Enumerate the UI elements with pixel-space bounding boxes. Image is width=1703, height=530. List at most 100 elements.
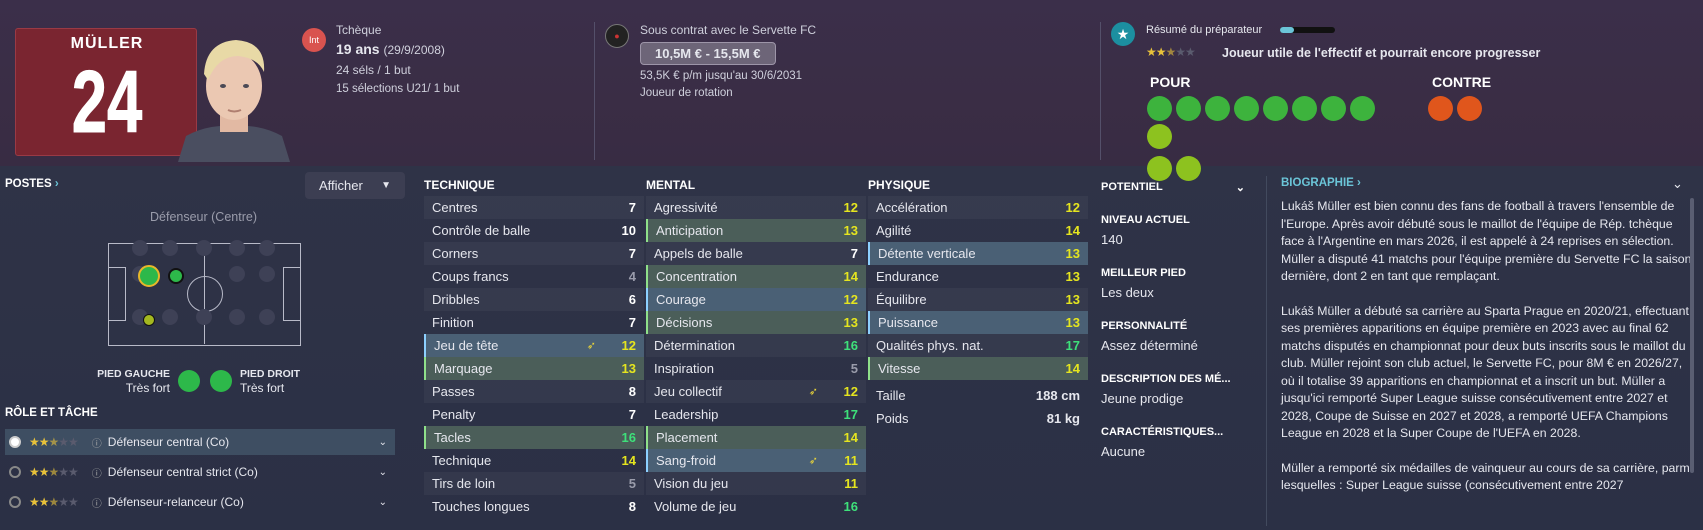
show-dropdown[interactable]: Afficher ▼ [305,172,405,199]
mental-attr-row[interactable]: Placement 14 [646,426,866,449]
attr-value: 10 [621,223,636,238]
attr-value: 13 [1065,246,1080,261]
physique-attr-row[interactable]: Agilité 14 [868,219,1088,242]
roles-title: RÔLE ET TÂCHE [5,407,98,419]
position-main-dot[interactable] [138,265,160,287]
chevron-down-icon[interactable]: ⌄ [1672,176,1683,191]
technique-attr-row[interactable]: Contrôle de balle 10 [424,219,644,242]
player-photo [178,40,290,162]
target-trait-icon[interactable] [1350,96,1375,121]
coach-star-icon: ★ [1111,22,1135,46]
injury-trait-icon[interactable] [1428,96,1453,121]
attr-name: Volume de jeu [654,499,737,514]
biography-text: Lukáš Müller est bien connu des fans de … [1281,199,1693,492]
physique-attr-row[interactable]: Accélération 12 [868,196,1088,219]
attr-value: 17 [843,407,858,422]
cons-title: CONTRE [1432,74,1492,90]
technique-attr-row[interactable]: Jeu de tête ➶ 12 [424,334,644,357]
coach-knowledge-bar [1280,27,1335,33]
attr-name: Puissance [878,315,938,330]
technique-attr-row[interactable]: Penalty 7 [424,403,644,426]
flask-trait-icon[interactable] [1457,96,1482,121]
mental-attr-row[interactable]: Courage 12 [646,288,866,311]
physique-attr-row[interactable]: Puissance 13 [868,311,1088,334]
info-icon: ⓘ [91,468,102,480]
mental-attr-row[interactable]: Concentration 14 [646,265,866,288]
physique-attr-row[interactable]: Vitesse 14 [868,357,1088,380]
player-header [0,0,1703,166]
attr-name: Leadership [654,407,719,422]
dna-trait-icon[interactable] [1205,96,1230,121]
technique-attr-row[interactable]: Tirs de loin 5 [424,472,644,495]
pitch-diagram [108,240,301,346]
mental-attr-row[interactable]: Appels de balle 7 [646,242,866,265]
mental-attr-row[interactable]: Leadership 17 [646,403,866,426]
feet-trait-icon[interactable] [1176,156,1201,181]
info-icon: ⓘ [91,498,102,510]
technique-attr-row[interactable]: Passes 8 [424,380,644,403]
left-foot-icon [178,370,200,392]
attr-value: 16 [843,338,858,353]
position-dot[interactable] [168,268,184,284]
technique-attr-row[interactable]: Marquage 13 [424,357,644,380]
attr-value: 14 [843,269,858,284]
role-row[interactable]: ★★ ★ ★★ ⓘ Défenseur central (Co) ⌄ [5,429,395,455]
technique-attr-row[interactable]: Coups francs 4 [424,265,644,288]
attr-name: Touches longues [432,499,530,514]
role-row[interactable]: ★★ ★ ★★ ⓘ Défenseur central strict (Co) ⌄ [5,459,395,485]
coach-report-title: Résumé du préparateur [1146,24,1263,36]
attr-value: 7 [628,407,636,422]
flag-trait-icon[interactable] [1176,96,1201,121]
scroll-trait-icon[interactable] [1263,96,1288,121]
physique-attr-row[interactable]: Qualités phys. nat. 17 [868,334,1088,357]
attr-value: 12 [843,292,858,307]
technique-attr-row[interactable]: Centres 7 [424,196,644,219]
potential-header[interactable]: POTENTIEL ⌄ [1101,181,1245,194]
scrollbar[interactable] [1690,198,1694,473]
attr-name: Sang-froid [656,453,716,468]
mental-attr-row[interactable]: Vision du jeu 11 [646,472,866,495]
attr-value: 13 [1065,269,1080,284]
physique-attr-row[interactable]: Équilibre 13 [868,288,1088,311]
attr-name: Anticipation [656,223,724,238]
mental-attr-row[interactable]: Agressivité 12 [646,196,866,219]
attr-name: Agilité [876,223,912,238]
trend-trait-icon[interactable] [1292,96,1317,121]
mental-attr-row[interactable]: Décisions 13 [646,311,866,334]
attr-value: 7 [850,246,858,261]
head-trait-icon[interactable] [1321,96,1346,121]
bandage-trait-icon[interactable] [1147,124,1172,149]
position-dot[interactable] [143,314,155,326]
mental-attr-row[interactable]: Jeu collectif ➶ 12 [646,380,866,403]
mental-attr-row[interactable]: Sang-froid ➶ 11 [646,449,866,472]
physique-attr-row[interactable]: Détente verticale 13 [868,242,1088,265]
attr-name: Contrôle de balle [432,223,531,238]
attr-name: Vision du jeu [654,476,729,491]
foot-trait-icon[interactable] [1147,156,1172,181]
role-row[interactable]: ★★ ★ ★★ ⓘ Défenseur-relanceur (Co) ⌄ [5,489,395,515]
technique-attr-row[interactable]: Touches longues 8 [424,495,644,518]
technique-attr-row[interactable]: Technique 14 [424,449,644,472]
star-trait-icon[interactable] [1147,96,1172,121]
attr-value: 14 [1065,223,1080,238]
trend-arrow-icon: ➶ [586,340,596,352]
mental-attr-row[interactable]: Volume de jeu 16 [646,495,866,518]
transfer-value[interactable]: 10,5M € - 15,5M € [640,42,776,65]
right-foot-label: PIED DROIT [240,368,301,380]
club-crest-icon: ● [605,24,629,48]
mental-attr-row[interactable]: Anticipation 13 [646,219,866,242]
trend-arrow-icon: ➶ [808,455,818,467]
fitness-trait-icon[interactable] [1234,96,1259,121]
positions-title[interactable]: POSTES › [5,178,59,190]
side-info: POTENTIEL ⌄ NIVEAU ACTUEL 140 MEILLEUR PIE… [1101,166,1263,459]
attr-name: Dribbles [432,292,480,307]
technique-attr-row[interactable]: Tacles 16 [424,426,644,449]
technique-attr-row[interactable]: Corners 7 [424,242,644,265]
technique-attr-row[interactable]: Finition 7 [424,311,644,334]
attr-name: Inspiration [654,361,714,376]
physique-attr-row[interactable]: Endurance 13 [868,265,1088,288]
biography-title[interactable]: BIOGRAPHIE › [1281,177,1361,189]
mental-attr-row[interactable]: Inspiration 5 [646,357,866,380]
mental-attr-row[interactable]: Détermination 16 [646,334,866,357]
technique-attr-row[interactable]: Dribbles 6 [424,288,644,311]
